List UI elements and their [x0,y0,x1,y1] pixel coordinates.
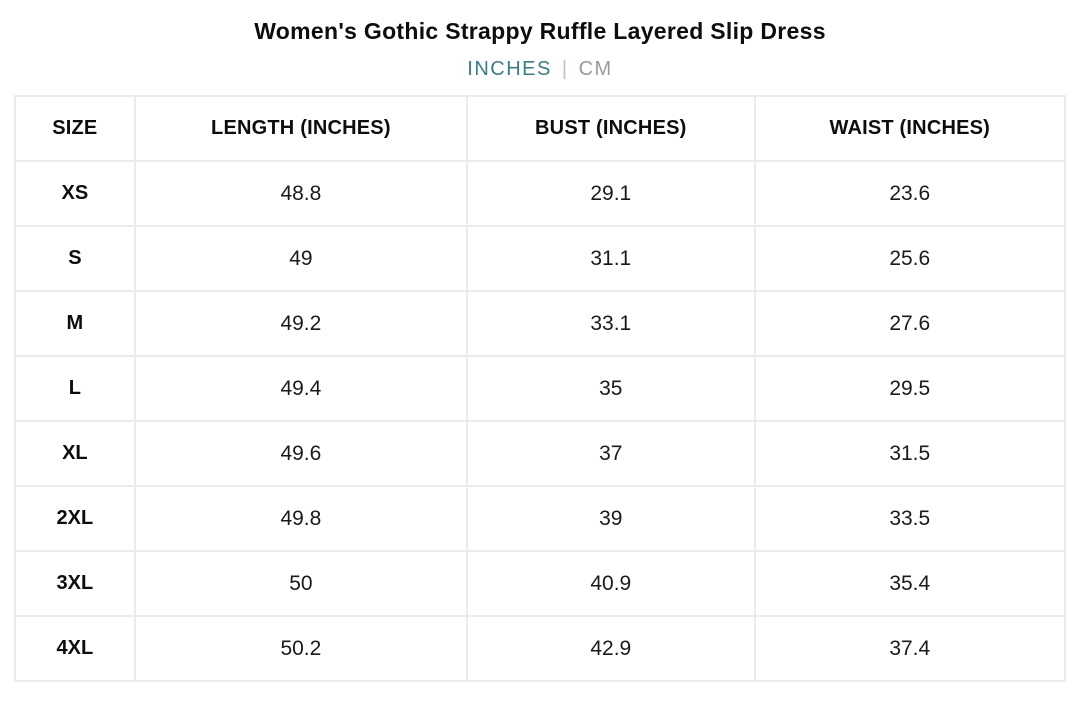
column-header-size: SIZE [14,95,136,162]
unit-cm-button[interactable]: CM [578,58,613,80]
measurement-cell: 27.6 [753,290,1067,357]
column-header-length: LENGTH (INCHES) [133,95,469,162]
table-row: L 49.4 35 29.5 [14,355,1067,422]
unit-separator: | [561,58,569,80]
size-cell: XL [14,420,136,487]
size-cell: 2XL [14,485,136,552]
measurement-cell: 49.8 [133,485,469,552]
table-row: 4XL 50.2 42.9 37.4 [14,615,1067,682]
measurement-cell: 50 [133,550,469,617]
table-row: M 49.2 33.1 27.6 [14,290,1067,357]
size-cell: L [14,355,136,422]
measurement-cell: 33.5 [753,485,1067,552]
table-row: XS 48.8 29.1 23.6 [14,160,1067,227]
measurement-cell: 35.4 [753,550,1067,617]
measurement-cell: 39 [466,485,756,552]
page-title: Women's Gothic Strappy Ruffle Layered Sl… [254,18,826,44]
size-cell: M [14,290,136,357]
column-header-waist: WAIST (INCHES) [753,95,1067,162]
table-row: S 49 31.1 25.6 [14,225,1067,292]
size-chart-body: XS 48.8 29.1 23.6 S 49 31.1 25.6 M 49.2 33.1 27.6 L 4… [14,160,1067,682]
table-row: XL 49.6 37 31.5 [14,420,1067,487]
measurement-cell: 29.5 [753,355,1067,422]
measurement-cell: 49.2 [133,290,469,357]
size-cell: 4XL [14,615,136,682]
measurement-cell: 33.1 [466,290,756,357]
measurement-cell: 49.4 [133,355,469,422]
measurement-cell: 31.5 [753,420,1067,487]
measurement-cell: 23.6 [753,160,1067,227]
column-header-bust: BUST (INCHES) [466,95,756,162]
table-row: 2XL 49.8 39 33.5 [14,485,1067,552]
header-row: SIZE LENGTH (INCHES) BUST (INCHES) WAIST… [14,95,1067,162]
measurement-cell: 29.1 [466,160,756,227]
size-chart-table: SIZE LENGTH (INCHES) BUST (INCHES) WAIST… [14,95,1067,682]
measurement-cell: 50.2 [133,615,469,682]
measurement-cell: 35 [466,355,756,422]
measurement-cell: 37.4 [753,615,1067,682]
measurement-cell: 42.9 [466,615,756,682]
size-cell: 3XL [14,550,136,617]
size-cell: XS [14,160,136,227]
measurement-cell: 31.1 [466,225,756,292]
size-cell: S [14,225,136,292]
measurement-cell: 40.9 [466,550,756,617]
measurement-cell: 25.6 [753,225,1067,292]
table-row: 3XL 50 40.9 35.4 [14,550,1067,617]
unit-toggle: INCHES | CM [0,58,1080,81]
size-chart-header: SIZE LENGTH (INCHES) BUST (INCHES) WAIST… [14,95,1067,162]
measurement-cell: 48.8 [133,160,469,227]
unit-inches-button[interactable]: INCHES [467,58,552,80]
measurement-cell: 49 [133,225,469,292]
measurement-cell: 37 [466,420,756,487]
measurement-cell: 49.6 [133,420,469,487]
